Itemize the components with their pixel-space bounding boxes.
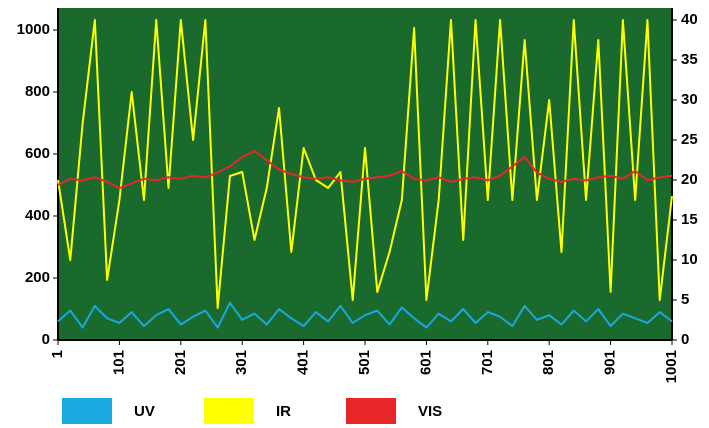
series-line	[57, 19, 673, 309]
x-tick-label: 301	[233, 350, 250, 375]
y2-tick-label: 40	[681, 11, 698, 28]
series-line	[57, 149, 673, 190]
y-tick-label: 200	[25, 269, 50, 286]
y2-tick-label: 30	[681, 91, 698, 108]
y2-tick-label: 15	[681, 211, 698, 228]
y-tick-label: 600	[25, 145, 50, 162]
y2-tick-label: 25	[681, 131, 698, 148]
x-tick-label: 501	[356, 350, 373, 375]
legend-label: VIS	[418, 403, 442, 420]
x-tick-label: 401	[295, 350, 312, 375]
y-tick-label: 1000	[17, 21, 50, 38]
y2-tick-label: 0	[681, 331, 689, 348]
plot-area	[58, 8, 672, 340]
y-tick-label: 400	[25, 207, 50, 224]
x-tick-label: 101	[110, 350, 127, 375]
y2-tick-label: 20	[681, 171, 698, 188]
legend-swatch	[62, 398, 112, 424]
y2-tick-label: 5	[681, 291, 689, 308]
y-tick-label: 0	[42, 331, 50, 348]
y2-tick-label: 35	[681, 51, 698, 68]
x-tick-label: 201	[172, 350, 189, 375]
y2-tick-label: 10	[681, 251, 698, 268]
legend-label: IR	[276, 403, 291, 420]
legend-swatch	[204, 398, 254, 424]
x-tick-label: 1001	[663, 350, 680, 383]
x-tick-label: 601	[417, 350, 434, 375]
legend-swatch	[346, 398, 396, 424]
x-tick-label: 801	[540, 350, 557, 375]
x-tick-label: 1	[49, 350, 66, 358]
x-tick-label: 901	[602, 350, 619, 375]
y-tick-label: 800	[25, 83, 50, 100]
x-tick-label: 701	[479, 350, 496, 375]
series-line	[57, 301, 673, 329]
legend-label: UV	[134, 403, 155, 420]
